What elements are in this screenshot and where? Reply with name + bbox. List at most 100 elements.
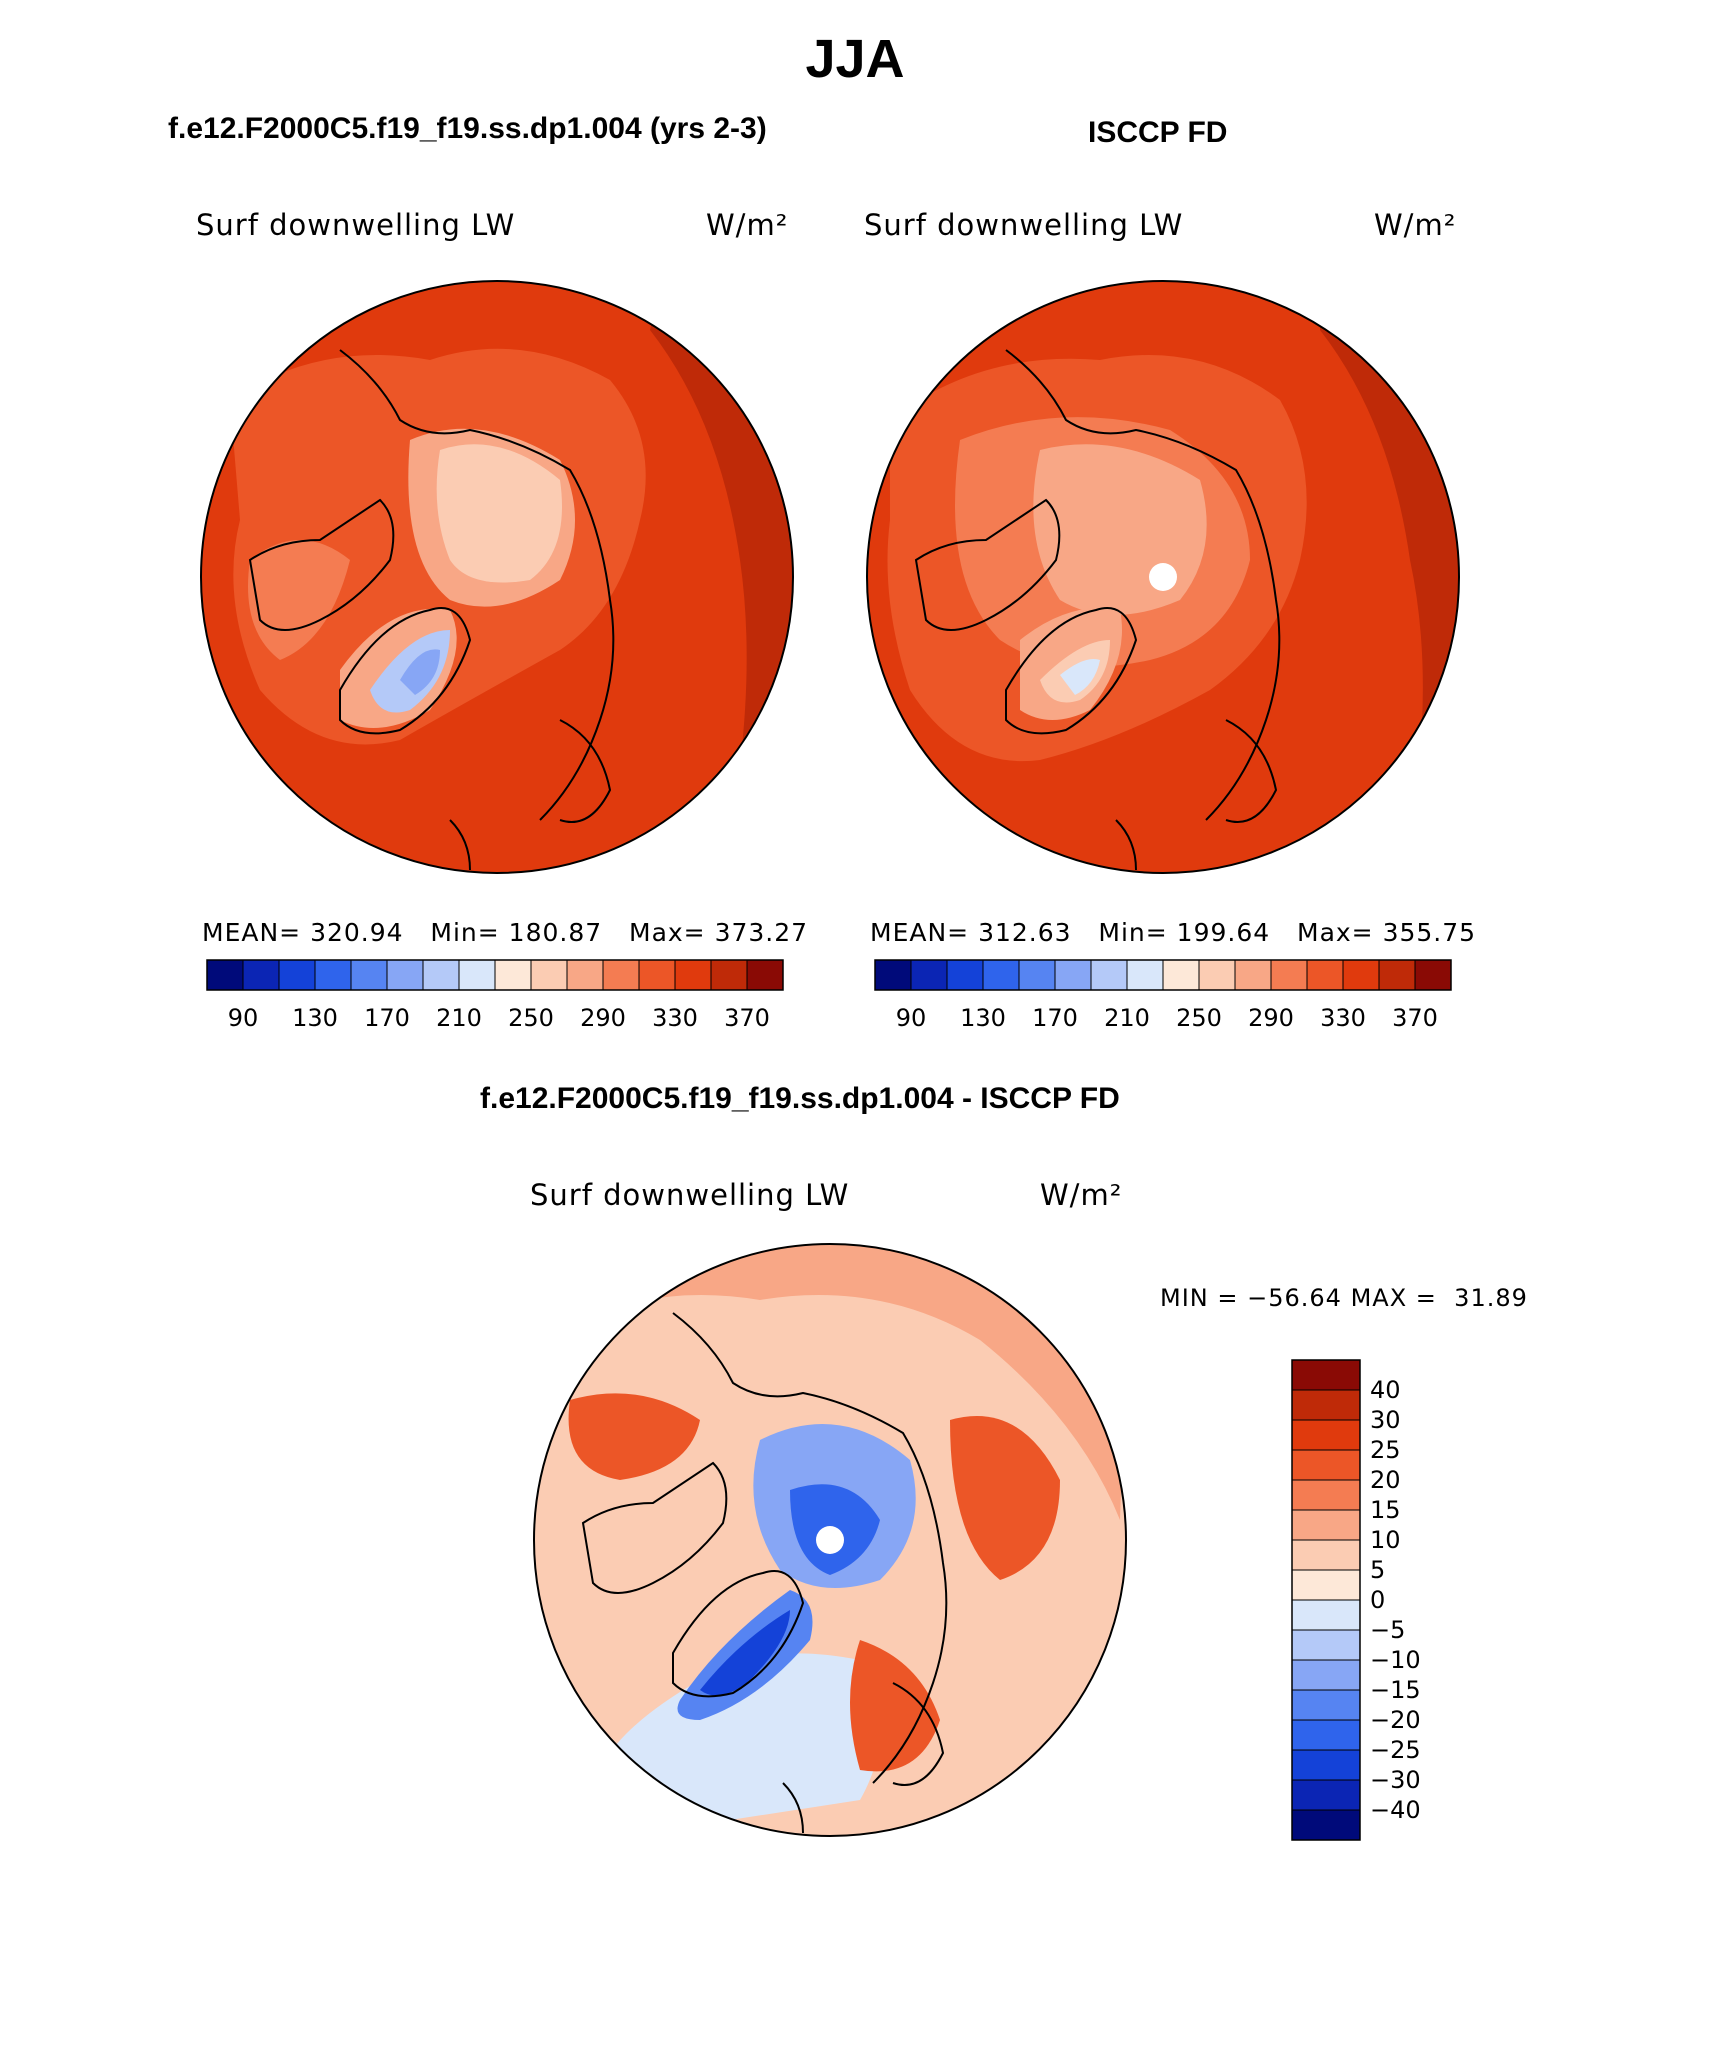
diff-pole-hole: [816, 1526, 844, 1554]
diff-colorbar-tick-label: −5: [1370, 1616, 1405, 1644]
model-colorbar-cell: [422, 959, 460, 991]
obs-colorbar-tick-label: 370: [1392, 1004, 1438, 1032]
diff-colorbar-tick-label: 20: [1370, 1466, 1401, 1494]
model-colorbar-cell: [314, 959, 352, 991]
model-colorbar-tick-label: 250: [508, 1004, 554, 1032]
obs-colorbar-cell: [982, 959, 1020, 991]
diff-colorbar-cell: [1291, 1719, 1361, 1751]
diff-min-value: −56.64: [1247, 1284, 1342, 1312]
diff-colorbar-tick-label: 10: [1370, 1526, 1401, 1554]
model-max-value: 373.27: [714, 918, 809, 947]
diff-field-canada-warm: [568, 1393, 700, 1480]
obs-max-label: Max=: [1297, 918, 1374, 947]
diff-colorbar-cell: [1291, 1629, 1361, 1661]
obs-map-boundary: [866, 280, 1460, 874]
diff-colorbar-tick-label: 5: [1370, 1556, 1385, 1584]
model-coastlines: [248, 349, 615, 871]
obs-colorbar-tick-label: 290: [1248, 1004, 1294, 1032]
obs-units-label: W/m²: [1374, 208, 1457, 242]
diff-colorbar-cell: [1291, 1689, 1361, 1721]
obs-field-greenland-core: [1060, 659, 1100, 695]
obs-min-value: 199.64: [1176, 918, 1271, 947]
diff-field-siberia-warm: [950, 1416, 1060, 1580]
obs-pole-hole: [1149, 563, 1177, 591]
model-variable-label: Surf downwelling LW: [196, 208, 516, 242]
diff-colorbar-cell: [1291, 1419, 1361, 1451]
diff-colorbar-tick-label: −40: [1370, 1796, 1421, 1824]
obs-colorbar-tick-label: 250: [1176, 1004, 1222, 1032]
model-max-label: Max=: [629, 918, 706, 947]
diff-colorbar-cell: [1291, 1749, 1361, 1781]
model-colorbar-cell: [206, 959, 244, 991]
obs-colorbar-cell: [1090, 959, 1128, 991]
model-field-arctic-core: [436, 444, 562, 583]
model-colorbar-cell: [746, 959, 784, 991]
model-colorbar-frame: [206, 959, 784, 991]
obs-map: [866, 280, 1460, 874]
diff-colorbar-cell: [1291, 1479, 1361, 1511]
model-colorbar-cell: [674, 959, 712, 991]
diff-map-boundary: [533, 1243, 1127, 1837]
model-colorbar-cell: [710, 959, 748, 991]
model-colorbar-tick-label: 170: [364, 1004, 410, 1032]
diff-max-value: 31.89: [1454, 1284, 1528, 1312]
obs-panel-title: ISCCP FD: [1088, 116, 1228, 149]
model-colorbar-cell: [458, 959, 496, 991]
season-title: JJA: [805, 29, 905, 89]
model-colorbar-cell: [350, 959, 388, 991]
obs-colorbar-cell: [1126, 959, 1164, 991]
diff-units-label: W/m²: [1040, 1178, 1123, 1212]
obs-colorbar-tick-label: 170: [1032, 1004, 1078, 1032]
model-colorbar-cell: [530, 959, 568, 991]
obs-colorbar-cell: [1162, 959, 1200, 991]
obs-colorbar-tick-label: 210: [1104, 1004, 1150, 1032]
diff-panel-title: f.e12.F2000C5.f19_f19.ss.dp1.004 - ISCCP…: [480, 1082, 1120, 1115]
diff-colorbar-cell: [1291, 1809, 1361, 1841]
obs-colorbar-cell: [1018, 959, 1056, 991]
obs-min-label: Min=: [1098, 918, 1168, 947]
model-colorbar-cell: [242, 959, 280, 991]
model-field-canada: [248, 540, 350, 660]
diff-colorbar-tick-label: −10: [1370, 1646, 1421, 1674]
model-colorbar-tick-label: 290: [580, 1004, 626, 1032]
model-colorbar-tick-label: 90: [228, 1004, 259, 1032]
model-colorbar-cell: [386, 959, 424, 991]
model-colorbar-tick-label: 130: [292, 1004, 338, 1032]
model-stats: MEAN= 320.94 Min= 180.87 Max= 373.27: [202, 918, 808, 947]
diff-colorbar-tick-label: 15: [1370, 1496, 1401, 1524]
model-colorbar-tick-label: 210: [436, 1004, 482, 1032]
obs-colorbar-tick-label: 90: [896, 1004, 927, 1032]
obs-mean-value: 312.63: [978, 918, 1072, 947]
diff-max-label: MAX =: [1350, 1284, 1437, 1312]
diff-colorbar-tick-label: −15: [1370, 1676, 1421, 1704]
diff-coastlines: [581, 1312, 948, 1834]
diff-colorbar-cell: [1291, 1389, 1361, 1421]
obs-colorbar-cell: [874, 959, 912, 991]
diff-colorbar-tick-label: −25: [1370, 1736, 1421, 1764]
diff-colorbar-tick-label: 25: [1370, 1436, 1401, 1464]
diff-colorbar-cell: [1291, 1449, 1361, 1481]
diff-colorbar-tick-label: 40: [1370, 1376, 1401, 1404]
diff-field-greenland-core: [700, 1610, 790, 1696]
obs-mean-label: MEAN=: [870, 918, 970, 947]
obs-max-value: 355.75: [1382, 918, 1477, 947]
obs-coastlines: [914, 349, 1281, 871]
diff-stats: MIN = −56.64 MAX = 31.89: [1160, 1284, 1528, 1312]
diff-min-label: MIN =: [1160, 1284, 1239, 1312]
obs-colorbar-cell: [1234, 959, 1272, 991]
model-mean-value: 320.94: [310, 918, 404, 947]
diff-colorbar-tick-label: 0: [1370, 1586, 1385, 1614]
diff-colorbar-tick-label: −30: [1370, 1766, 1421, 1794]
model-min-value: 180.87: [508, 918, 603, 947]
model-mean-label: MEAN=: [202, 918, 302, 947]
model-colorbar-cell: [494, 959, 532, 991]
obs-colorbar-tick-label: 130: [960, 1004, 1006, 1032]
obs-colorbar-cell: [1414, 959, 1452, 991]
diff-colorbar-cell: [1291, 1569, 1361, 1601]
model-panel-title: f.e12.F2000C5.f19_f19.ss.dp1.004 (yrs 2-…: [168, 112, 767, 145]
diff-variable-label: Surf downwelling LW: [530, 1178, 850, 1212]
diff-colorbar-frame: [1291, 1359, 1361, 1841]
diff-field-north-warm: [534, 1244, 1126, 1520]
model-colorbar-cell: [602, 959, 640, 991]
